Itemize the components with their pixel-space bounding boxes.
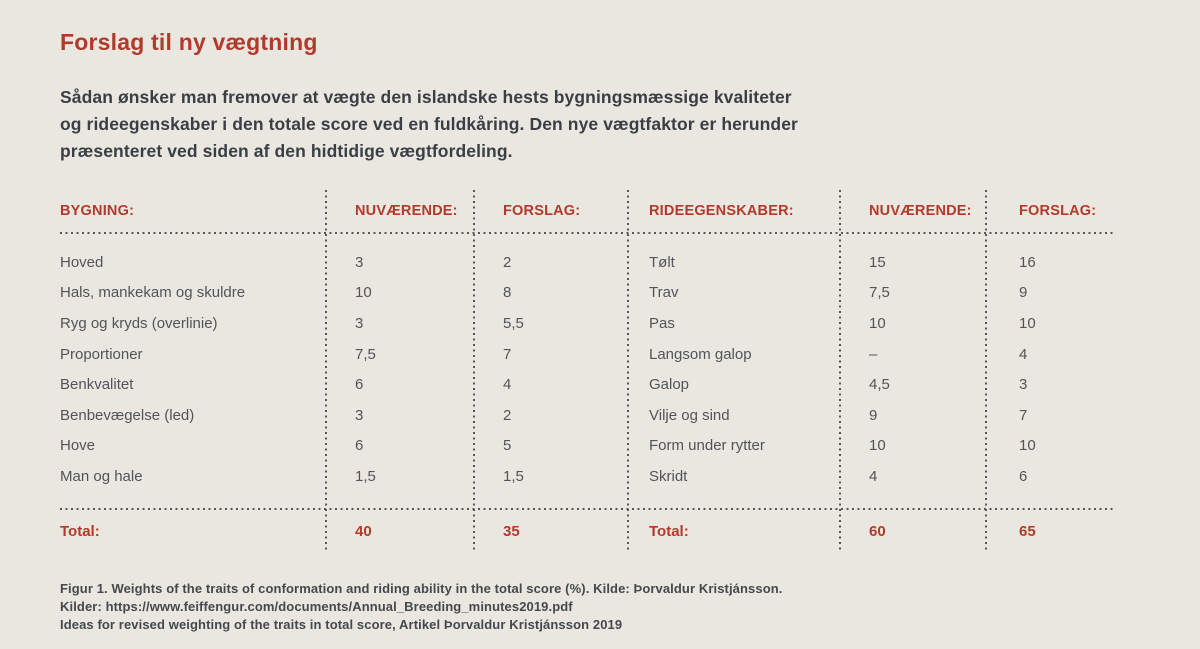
figure-caption: Figur 1. Weights of the traits of confor… xyxy=(60,580,783,634)
table-row: Hals, mankekam og skuldre 10 8 Trav 7,5 … xyxy=(60,278,1113,309)
table-row: Benbevægelse (led) 3 2 Vilje og sind 9 7 xyxy=(60,400,1113,431)
ride-proposal-value: 9 xyxy=(1019,284,1028,302)
ride-current-value: – xyxy=(869,345,878,363)
total-label-ride: Total: xyxy=(649,522,689,540)
bygning-current-value: 3 xyxy=(355,406,364,424)
total-bygning-current: 40 xyxy=(355,522,372,540)
caption-line-2: Kilder: https://www.feiffengur.com/docum… xyxy=(60,599,573,614)
table-header-row: BYGNING: NUVÆRENDE: FORSLAG: RIDEEGENSKA… xyxy=(60,190,1113,232)
table-row: Benkvalitet 6 4 Galop 4,5 3 xyxy=(60,369,1113,400)
table-row: Hoved 3 2 Tølt 15 16 xyxy=(60,247,1113,278)
header-forslag-ride: FORSLAG: xyxy=(1019,203,1097,219)
ride-current-value: 4,5 xyxy=(869,376,890,394)
caption-line-3: Ideas for revised weighting of the trait… xyxy=(60,617,623,632)
ride-proposal-value: 4 xyxy=(1019,345,1028,363)
bygning-proposal-value: 5 xyxy=(503,437,512,455)
header-nuvaerende-bygning: NUVÆRENDE: xyxy=(355,203,458,219)
bygning-proposal-value: 4 xyxy=(503,376,512,394)
column-separator xyxy=(839,190,841,552)
header-nuvaerende-ride: NUVÆRENDE: xyxy=(869,203,972,219)
ride-proposal-value: 7 xyxy=(1019,406,1028,424)
total-bygning-proposal: 35 xyxy=(503,522,520,540)
bygning-trait-label: Ryg og kryds (overlinie) xyxy=(60,314,218,332)
bygning-trait-label: Benbevægelse (led) xyxy=(60,406,195,424)
bygning-proposal-value: 1,5 xyxy=(503,467,524,485)
total-ride-proposal: 65 xyxy=(1019,522,1036,540)
column-separator xyxy=(627,190,629,552)
bygning-trait-label: Hoved xyxy=(60,253,104,271)
ride-current-value: 15 xyxy=(869,253,886,271)
header-divider-line xyxy=(60,232,1113,234)
table-row: Man og hale 1,5 1,5 Skridt 4 6 xyxy=(60,461,1113,492)
header-forslag-bygning: FORSLAG: xyxy=(503,203,581,219)
table-row: Ryg og kryds (overlinie) 3 5,5 Pas 10 10 xyxy=(60,308,1113,339)
bygning-trait-label: Man og hale xyxy=(60,467,143,485)
bygning-current-value: 3 xyxy=(355,253,364,271)
ride-current-value: 10 xyxy=(869,314,886,332)
bygning-trait-label: Benkvalitet xyxy=(60,376,134,394)
ride-trait-label: Langsom galop xyxy=(649,345,752,363)
table-row: Proportioner 7,5 7 Langsom galop – 4 xyxy=(60,339,1113,370)
caption-line-1: Figur 1. Weights of the traits of confor… xyxy=(60,581,783,596)
ride-proposal-value: 16 xyxy=(1019,253,1036,271)
table-row: Hove 6 5 Form under rytter 10 10 xyxy=(60,431,1113,462)
bygning-trait-label: Hals, mankekam og skuldre xyxy=(60,284,246,302)
intro-line-1: Sådan ønsker man fremover at vægte den i… xyxy=(60,87,792,107)
page-title: Forslag til ny vægtning xyxy=(60,29,318,55)
column-separator xyxy=(325,190,327,552)
table-body: Hoved 3 2 Tølt 15 16 Hals, mankekam og s… xyxy=(60,234,1113,492)
bygning-current-value: 7,5 xyxy=(355,345,376,363)
column-separator xyxy=(473,190,475,552)
bygning-proposal-value: 5,5 xyxy=(503,314,524,332)
header-bygning: BYGNING: xyxy=(60,203,135,219)
bygning-proposal-value: 7 xyxy=(503,345,512,363)
ride-proposal-value: 3 xyxy=(1019,376,1028,394)
column-separator xyxy=(985,190,987,552)
bygning-current-value: 3 xyxy=(355,314,364,332)
intro-line-2: og rideegenskaber i den totale score ved… xyxy=(60,114,798,134)
bygning-proposal-value: 8 xyxy=(503,284,512,302)
bygning-current-value: 6 xyxy=(355,437,364,455)
weighting-table: BYGNING: NUVÆRENDE: FORSLAG: RIDEEGENSKA… xyxy=(60,190,1113,552)
bygning-current-value: 1,5 xyxy=(355,467,376,485)
bygning-proposal-value: 2 xyxy=(503,253,512,271)
bygning-proposal-value: 2 xyxy=(503,406,512,424)
ride-trait-label: Vilje og sind xyxy=(649,406,730,424)
ride-proposal-value: 6 xyxy=(1019,467,1028,485)
bygning-trait-label: Hove xyxy=(60,437,96,455)
ride-trait-label: Pas xyxy=(649,314,675,332)
header-rideegenskaber: RIDEEGENSKABER: xyxy=(649,203,794,219)
table-total-row: Total: 40 35 Total: 60 65 xyxy=(60,510,1113,552)
total-label-bygning: Total: xyxy=(60,522,100,540)
ride-current-value: 10 xyxy=(869,437,886,455)
total-divider-line xyxy=(60,508,1113,510)
bygning-current-value: 6 xyxy=(355,376,364,394)
ride-current-value: 9 xyxy=(869,406,878,424)
bygning-trait-label: Proportioner xyxy=(60,345,143,363)
ride-current-value: 7,5 xyxy=(869,284,890,302)
ride-proposal-value: 10 xyxy=(1019,314,1036,332)
ride-trait-label: Galop xyxy=(649,376,690,394)
total-ride-current: 60 xyxy=(869,522,886,540)
ride-trait-label: Form under rytter xyxy=(649,437,765,455)
ride-current-value: 4 xyxy=(869,467,878,485)
bygning-current-value: 10 xyxy=(355,284,372,302)
intro-line-3: præsenteret ved siden af den hidtidige v… xyxy=(60,141,513,161)
intro-paragraph: Sådan ønsker man fremover at vægte den i… xyxy=(60,84,798,165)
ride-trait-label: Trav xyxy=(649,284,679,302)
ride-trait-label: Skridt xyxy=(649,467,688,485)
ride-proposal-value: 10 xyxy=(1019,437,1036,455)
ride-trait-label: Tølt xyxy=(649,253,675,271)
